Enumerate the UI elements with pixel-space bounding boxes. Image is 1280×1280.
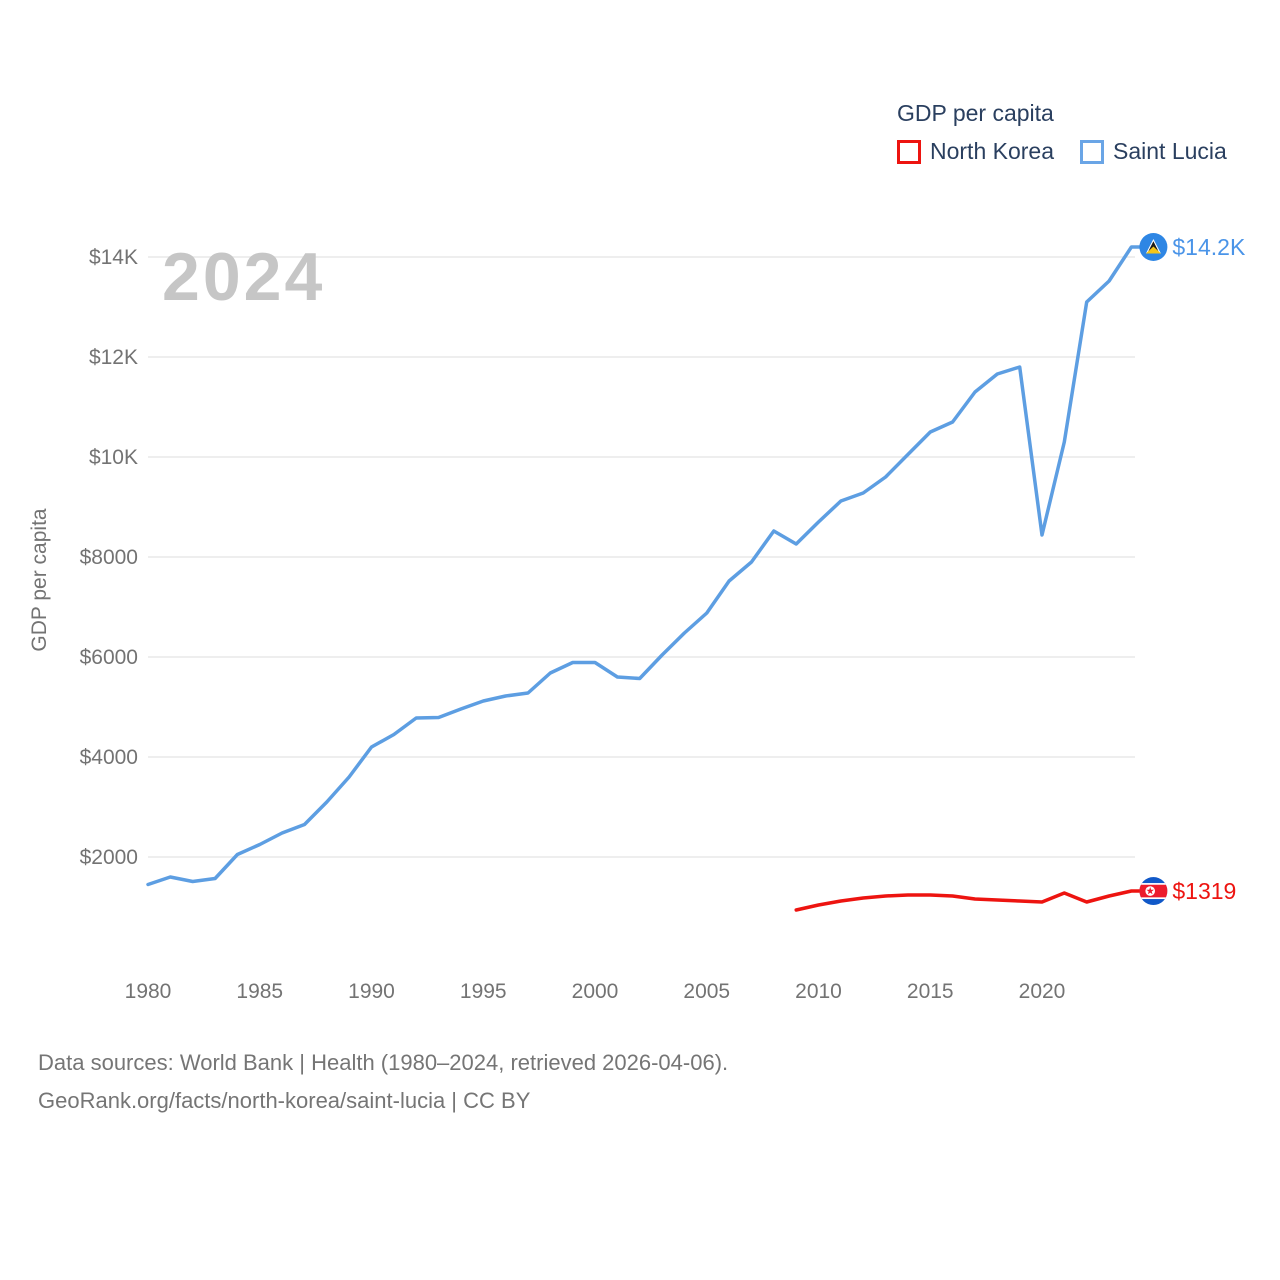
x-tick-label: 2020: [1019, 980, 1066, 1003]
y-tick-label: $4000: [80, 746, 138, 769]
saint-lucia-end-label: $14.2K: [1172, 234, 1246, 260]
x-tick-label: 1990: [348, 980, 395, 1003]
y-tick-label: $10K: [89, 446, 138, 469]
x-tick-label: 2005: [683, 980, 730, 1003]
y-axis-title: GDP per capita: [28, 508, 51, 652]
gridlines-layer: $2000 $4000 $6000 $8000 $10K $12K $14K: [80, 246, 1135, 869]
x-tick-label: 1985: [236, 980, 283, 1003]
chart-legend: GDP per capita North Korea Saint Lucia: [897, 100, 1227, 165]
x-tick-label: 2000: [572, 980, 619, 1003]
legend-item-north-korea[interactable]: North Korea: [897, 138, 1054, 165]
watermark-year: 2024: [162, 239, 325, 315]
chart-footer: Data sources: World Bank | Health (1980–…: [38, 1044, 728, 1120]
x-axis-ticks: 1980 1985 1990 1995 2000 2005 2010 2015 2020: [125, 980, 1066, 1003]
footer-attribution-link: GeoRank.org/facts/north-korea/saint-luci…: [38, 1088, 531, 1113]
x-tick-label: 2015: [907, 980, 954, 1003]
x-tick-label: 2010: [795, 980, 842, 1003]
legend-label-north-korea: North Korea: [930, 138, 1055, 164]
y-tick-label: $14K: [89, 246, 138, 269]
legend-items: North Korea Saint Lucia: [897, 138, 1227, 165]
y-tick-label: $6000: [80, 646, 138, 669]
y-tick-label: $2000: [80, 846, 138, 869]
x-tick-label: 1980: [125, 980, 172, 1003]
y-tick-label: $8000: [80, 546, 138, 569]
end-labels-layer: $1319 $14.2K: [1172, 234, 1246, 904]
north-korea-line[interactable]: [794, 889, 1156, 912]
legend-item-saint-lucia[interactable]: Saint Lucia: [1080, 138, 1227, 165]
x-tick-label: 1995: [460, 980, 507, 1003]
saint-lucia-swatch-icon: [1080, 139, 1105, 164]
saint-lucia-flag-icon[interactable]: [1139, 233, 1168, 261]
north-korea-swatch-icon: [897, 139, 921, 164]
legend-label-saint-lucia: Saint Lucia: [1113, 138, 1227, 164]
footer-data-sources: Data sources: World Bank | Health (1980–…: [38, 1050, 729, 1075]
north-korea-flag-icon[interactable]: [1139, 877, 1168, 906]
saint-lucia-line[interactable]: [146, 245, 1156, 887]
series-layer: [146, 245, 1156, 912]
north-korea-end-label: $1319: [1172, 878, 1236, 904]
legend-title: GDP per capita: [897, 100, 1054, 126]
y-tick-label: $12K: [89, 346, 138, 369]
markers-layer: [1139, 233, 1168, 906]
